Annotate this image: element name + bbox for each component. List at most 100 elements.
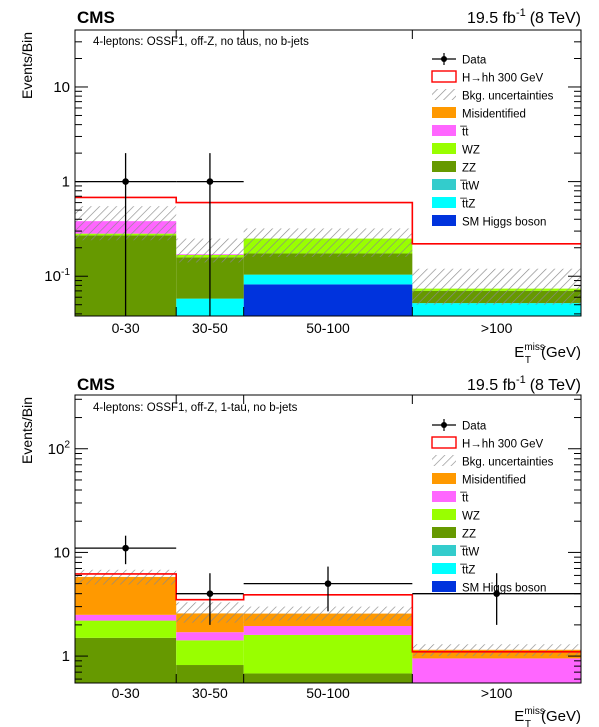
legend-label-data: Data bbox=[462, 421, 487, 433]
legend-item-data: Data bbox=[432, 53, 487, 67]
legend-item-ttz: t̅tZ bbox=[432, 563, 475, 577]
bar-ttz-50-100 bbox=[243, 274, 413, 285]
bar-ttbar-0-30 bbox=[75, 614, 177, 621]
uncertainty-band-0-30 bbox=[75, 569, 177, 585]
legend-label-ttz: t̅tZ bbox=[459, 199, 475, 211]
bar-ttbar-30-50 bbox=[176, 632, 244, 641]
legend-item-data: Data bbox=[432, 419, 487, 433]
luminosity-label: 19.5 fb-1 (8 TeV) bbox=[467, 374, 581, 394]
legend-item-wz: WZ bbox=[432, 509, 480, 523]
legend: Data H→hh 300 GeV Bkg. uncertainties Miside… bbox=[431, 419, 554, 595]
bar-zz-50-100 bbox=[243, 673, 413, 683]
x-tick-label-0-30: 0-30 bbox=[112, 320, 140, 336]
bar-zz-30-50 bbox=[176, 665, 244, 683]
uncertainty-band->100 bbox=[412, 644, 581, 657]
legend-label-ttbar: t̅t bbox=[459, 127, 469, 139]
legend-item-ttbar: t̅t bbox=[432, 491, 469, 505]
selection-label: 4-leptons: OSSF1, off-Z, no taus, no b-j… bbox=[93, 36, 309, 48]
legend-item-misid: Misidentified bbox=[432, 107, 526, 121]
legend-label-unc: Bkg. uncertainties bbox=[462, 457, 554, 469]
x-tick-label-30-50: 30-50 bbox=[192, 320, 228, 336]
legend-item-zz: ZZ bbox=[432, 527, 476, 541]
bar-wz-50-100 bbox=[243, 634, 413, 674]
legend-label-zz: ZZ bbox=[462, 163, 476, 175]
legend-label-higgs: SM Higgs boson bbox=[462, 217, 546, 229]
legend-label-zz: ZZ bbox=[462, 529, 476, 541]
legend-item-unc: Bkg. uncertainties bbox=[432, 89, 554, 103]
x-tick-label-50-100: 50-100 bbox=[306, 685, 350, 701]
bar-higgs-50-100 bbox=[243, 284, 413, 316]
luminosity-label: 19.5 fb-1 (8 TeV) bbox=[467, 7, 581, 27]
data-point-0-30 bbox=[75, 153, 177, 316]
cms-label: CMS bbox=[77, 8, 115, 27]
legend-item-higgs: SM Higgs boson bbox=[432, 215, 546, 229]
y-tick-label-0: 1 bbox=[62, 648, 70, 665]
legend-item-ttz: t̅tZ bbox=[432, 197, 475, 211]
y-tick-label-1: 10 bbox=[53, 544, 70, 561]
legend-item-wz: WZ bbox=[432, 143, 480, 157]
y-tick-label-0: 10-1 bbox=[44, 267, 70, 285]
bar-zz-50-100 bbox=[243, 253, 413, 275]
legend-item-unc: Bkg. uncertainties bbox=[432, 455, 554, 469]
y-tick-label-2: 10 bbox=[53, 79, 70, 96]
y-axis-label: Events/Bin bbox=[19, 397, 35, 464]
legend-item-signal: H→hh 300 GeV bbox=[431, 436, 544, 451]
x-axis-label: Emiss T (GeV) bbox=[514, 706, 581, 727]
legend-label-misid: Misidentified bbox=[462, 109, 526, 121]
x-tick-label-30-50: 30-50 bbox=[192, 685, 228, 701]
plot-frame bbox=[74, 394, 582, 684]
legend-label-ttbar: t̅t bbox=[459, 493, 469, 505]
legend-item-ttw: t̅tW bbox=[432, 545, 479, 559]
legend-label-data: Data bbox=[462, 55, 487, 67]
y-axis-label: Events/Bin bbox=[19, 32, 35, 99]
y-axis-ticks bbox=[74, 29, 582, 316]
legend-label-signal: H→hh 300 GeV bbox=[462, 439, 544, 451]
cms-label: CMS bbox=[77, 375, 115, 394]
y-tick-label-2: 102 bbox=[48, 439, 71, 457]
uncertainty-band-50-100 bbox=[243, 228, 413, 257]
legend-label-unc: Bkg. uncertainties bbox=[462, 91, 554, 103]
legend-label-ttw: t̅tW bbox=[459, 181, 479, 193]
legend-label-ttw: t̅tW bbox=[459, 547, 479, 559]
legend-label-misid: Misidentified bbox=[462, 475, 526, 487]
bar-ttbar->100 bbox=[412, 658, 581, 683]
legend-item-zz: ZZ bbox=[432, 161, 476, 175]
legend-label-wz: WZ bbox=[462, 511, 480, 523]
bar-wz-30-50 bbox=[176, 640, 244, 666]
bar-ttbar-50-100 bbox=[243, 626, 413, 635]
legend-item-higgs: SM Higgs boson bbox=[432, 581, 546, 595]
x-tick-label->100: >100 bbox=[481, 685, 513, 701]
x-axis-label: Emiss T (GeV) bbox=[514, 342, 581, 366]
data-point->100 bbox=[412, 573, 581, 625]
selection-label: 4-leptons: OSSF1, off-Z, 1-tau, no b-jet… bbox=[93, 402, 298, 414]
data-point-30-50 bbox=[176, 573, 244, 625]
bar-wz-0-30 bbox=[75, 620, 177, 638]
uncertainty-band->100 bbox=[412, 268, 581, 305]
y-tick-label-1: 1 bbox=[62, 174, 70, 191]
plot-area bbox=[75, 569, 581, 683]
y-axis-ticks bbox=[74, 395, 582, 683]
legend-item-ttbar: t̅t bbox=[432, 125, 469, 139]
legend: Data H→hh 300 GeV Bkg. uncertainties Miside… bbox=[431, 53, 554, 229]
plot-frame bbox=[74, 29, 582, 317]
x-tick-label-50-100: 50-100 bbox=[306, 320, 350, 336]
data-point-30-50 bbox=[176, 153, 244, 316]
bar-zz-0-30 bbox=[75, 637, 177, 683]
legend-label-ttz: t̅tZ bbox=[459, 565, 475, 577]
legend-item-misid: Misidentified bbox=[432, 473, 526, 487]
legend-item-signal: H→hh 300 GeV bbox=[431, 70, 544, 85]
x-tick-label->100: >100 bbox=[481, 320, 513, 336]
data-point-50-100 bbox=[243, 566, 413, 612]
legend-item-ttw: t̅tW bbox=[432, 179, 479, 193]
legend-label-higgs: SM Higgs boson bbox=[462, 583, 546, 595]
legend-label-wz: WZ bbox=[462, 145, 480, 157]
signal-line bbox=[75, 196, 581, 245]
bar-ttz->100 bbox=[412, 303, 581, 316]
data-point-0-30 bbox=[75, 535, 177, 565]
uncertainty-band-50-100 bbox=[243, 606, 413, 621]
signal-line bbox=[75, 573, 581, 653]
x-tick-label-0-30: 0-30 bbox=[112, 685, 140, 701]
